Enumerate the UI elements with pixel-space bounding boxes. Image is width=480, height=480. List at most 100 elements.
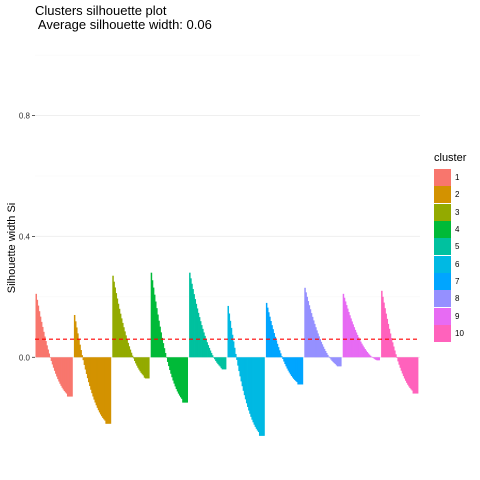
silhouette-bar	[45, 341, 47, 358]
chart-subtitle: Average silhouette width: 0.06	[35, 17, 212, 32]
silhouette-bar	[183, 357, 185, 403]
silhouette-bar	[356, 334, 359, 358]
silhouette-bar	[131, 355, 134, 358]
silhouette-bar	[286, 357, 289, 369]
silhouette-bar	[300, 357, 303, 385]
legend-label: 9	[455, 311, 460, 321]
silhouette-bar	[385, 313, 387, 358]
silhouette-bar	[224, 357, 227, 370]
silhouette-bar	[381, 290, 383, 358]
silhouette-bar	[388, 328, 391, 358]
silhouette-bar	[198, 317, 201, 358]
silhouette-bar	[407, 357, 409, 385]
silhouette-bar	[203, 332, 205, 358]
silhouette-bar	[373, 357, 375, 359]
silhouette-bar	[352, 324, 354, 358]
legend-item-cluster-1: 1	[434, 169, 466, 187]
silhouette-bar	[194, 299, 197, 358]
silhouette-bar	[305, 292, 307, 358]
silhouette-bar	[99, 357, 102, 415]
silhouette-bar	[206, 342, 208, 358]
silhouette-bar	[337, 357, 340, 367]
silhouette-bar	[416, 357, 419, 394]
silhouette-bar	[244, 357, 247, 400]
silhouette-bar	[113, 281, 115, 358]
silhouette-bar	[46, 345, 48, 358]
silhouette-bar	[217, 357, 219, 365]
silhouette-bar	[248, 357, 250, 411]
legend-key	[434, 238, 451, 256]
legend-label: 4	[455, 225, 460, 235]
silhouette-bar	[310, 313, 313, 358]
silhouette-bar	[43, 331, 45, 358]
silhouette-bar	[306, 296, 308, 358]
silhouette-bar	[329, 357, 331, 359]
silhouette-bar	[393, 346, 395, 358]
silhouette-bar	[284, 357, 286, 365]
silhouette-bar	[408, 357, 410, 387]
silhouette-bar	[251, 357, 253, 420]
silhouette-bar	[127, 342, 129, 358]
legend-item-cluster-10: 10	[434, 324, 466, 342]
silhouette-bar	[85, 357, 88, 374]
silhouette-bar	[347, 308, 349, 358]
silhouette-bar	[38, 311, 41, 358]
silhouette-bar	[159, 326, 161, 358]
silhouette-bar	[163, 348, 166, 358]
silhouette-bar	[39, 316, 42, 358]
silhouette-bar	[181, 357, 183, 399]
silhouette-bar	[324, 351, 327, 358]
silhouette-bar	[298, 357, 300, 385]
silhouette-bar	[166, 357, 169, 362]
silhouette-bar	[40, 321, 43, 358]
cluster-3-bars	[112, 275, 150, 379]
silhouette-bar	[377, 357, 379, 361]
silhouette-bar	[114, 287, 116, 358]
silhouette-bar	[389, 333, 392, 358]
silhouette-bar	[178, 357, 181, 396]
silhouette-bar	[162, 343, 165, 358]
silhouette-bar	[61, 357, 64, 388]
silhouette-bar	[192, 289, 194, 358]
silhouette-bar	[180, 357, 182, 398]
silhouette-bar	[315, 327, 317, 358]
silhouette-bar	[120, 318, 123, 358]
silhouette-bar	[395, 354, 397, 358]
silhouette-bar	[255, 357, 258, 429]
legend-key	[434, 324, 451, 342]
silhouette-bar	[44, 336, 46, 358]
silhouette-bar	[62, 357, 65, 390]
silhouette-bar	[314, 323, 316, 358]
silhouette-bar	[333, 357, 336, 364]
silhouette-bar	[268, 312, 270, 358]
silhouette-bar	[144, 357, 147, 379]
silhouette-bar	[195, 303, 198, 358]
silhouette-bar	[365, 350, 367, 358]
silhouette-bar	[399, 357, 402, 368]
silhouette-bar	[242, 357, 245, 391]
legend-item-cluster-2: 2	[434, 186, 466, 204]
silhouette-bar	[156, 308, 158, 358]
silhouette-bar	[71, 357, 73, 397]
silhouette-bar	[189, 272, 191, 358]
silhouette-bar	[400, 357, 403, 371]
silhouette-bar	[147, 357, 149, 379]
silhouette-bar	[282, 357, 284, 359]
silhouette-bar	[322, 346, 325, 358]
silhouette-bar	[109, 357, 112, 424]
silhouette-bar	[228, 313, 231, 358]
silhouette-bar	[290, 357, 293, 376]
silhouette-bar	[230, 327, 233, 358]
silhouette-bar	[106, 357, 108, 424]
silhouette-bar	[366, 352, 369, 358]
silhouette-bar	[367, 353, 370, 358]
silhouette-bar	[104, 357, 106, 421]
silhouette-bar	[348, 311, 350, 358]
silhouette-bar	[103, 357, 105, 420]
silhouette-bar	[364, 349, 366, 358]
silhouette-bar	[301, 357, 304, 385]
silhouette-bar	[317, 333, 319, 358]
silhouette-bar	[55, 357, 57, 374]
legend-key	[434, 169, 451, 187]
silhouette-bar	[58, 357, 60, 382]
